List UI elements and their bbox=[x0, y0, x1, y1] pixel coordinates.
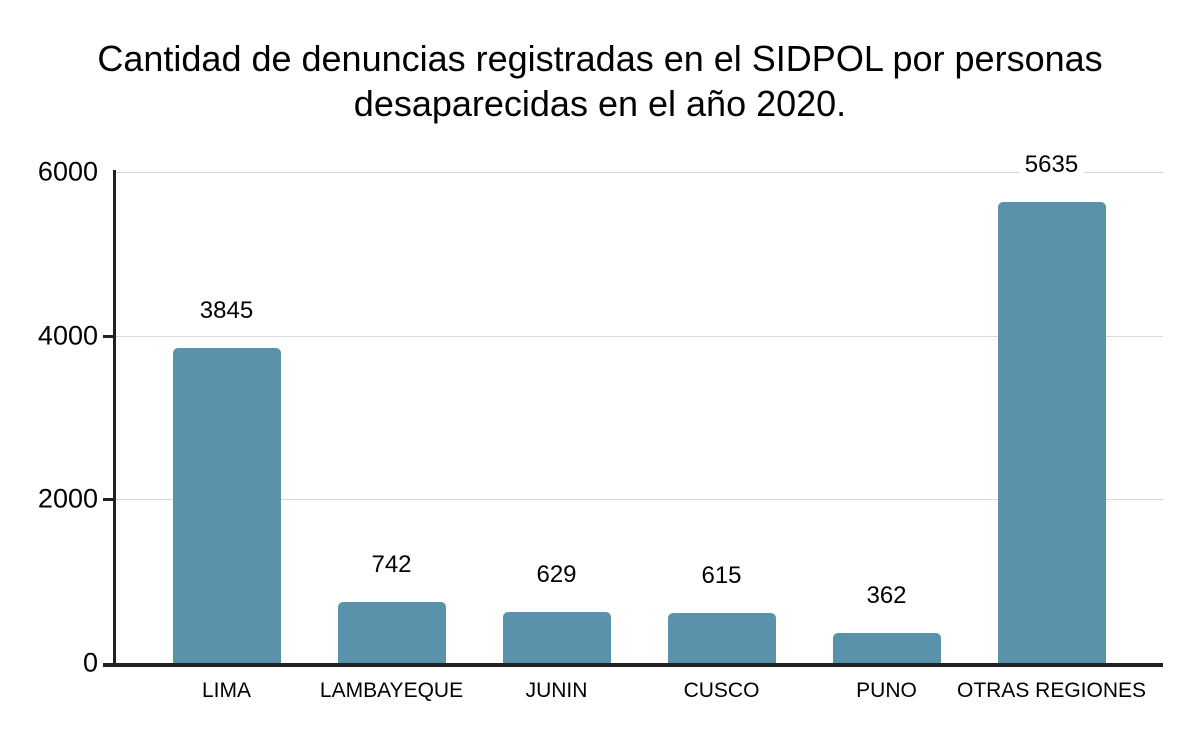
bar-value-label: 629 bbox=[530, 562, 583, 587]
gridline-2000 bbox=[115, 499, 1163, 501]
bar-value-label: 742 bbox=[365, 553, 418, 578]
bar-puno bbox=[832, 633, 941, 663]
x-category-label: JUNIN bbox=[525, 679, 588, 702]
y-tick-mark-2000 bbox=[103, 498, 114, 502]
x-category-label: PUNO bbox=[856, 679, 917, 702]
bar-value-label: 3845 bbox=[193, 299, 260, 324]
y-tick-label-6000: 6000 bbox=[37, 156, 98, 187]
chart-title-line: Cantidad de denuncias registradas en el … bbox=[97, 38, 1103, 79]
chart-title-line: desaparecidas en el año 2020. bbox=[353, 83, 847, 124]
x-category-label: LAMBAYEQUE bbox=[319, 679, 464, 702]
x-axis-line bbox=[103, 663, 1163, 667]
chart-title: Cantidad de denuncias registradas en el … bbox=[0, 36, 1200, 126]
gridline-4000 bbox=[115, 335, 1163, 337]
bar-value-label: 362 bbox=[860, 584, 913, 609]
y-tick-label-2000: 2000 bbox=[37, 483, 98, 514]
bar-value-label: 5635 bbox=[1018, 152, 1085, 177]
y-axis-line bbox=[113, 170, 116, 667]
y-tick-mark-4000 bbox=[103, 334, 114, 338]
bar-junin bbox=[502, 611, 611, 663]
y-tick-label-4000: 4000 bbox=[37, 320, 98, 351]
x-category-label: LIMA bbox=[201, 679, 252, 702]
x-category-label: CUSCO bbox=[683, 679, 760, 702]
x-category-label: OTRAS REGIONES bbox=[956, 679, 1147, 702]
gridline-6000 bbox=[115, 172, 1163, 173]
bar-cusco bbox=[667, 612, 776, 663]
bar-lambayeque bbox=[337, 602, 446, 663]
bar-lima bbox=[172, 348, 281, 663]
bar-otras-regiones bbox=[997, 201, 1106, 663]
bar-value-label: 615 bbox=[695, 563, 748, 588]
y-tick-label-0: 0 bbox=[82, 647, 98, 678]
